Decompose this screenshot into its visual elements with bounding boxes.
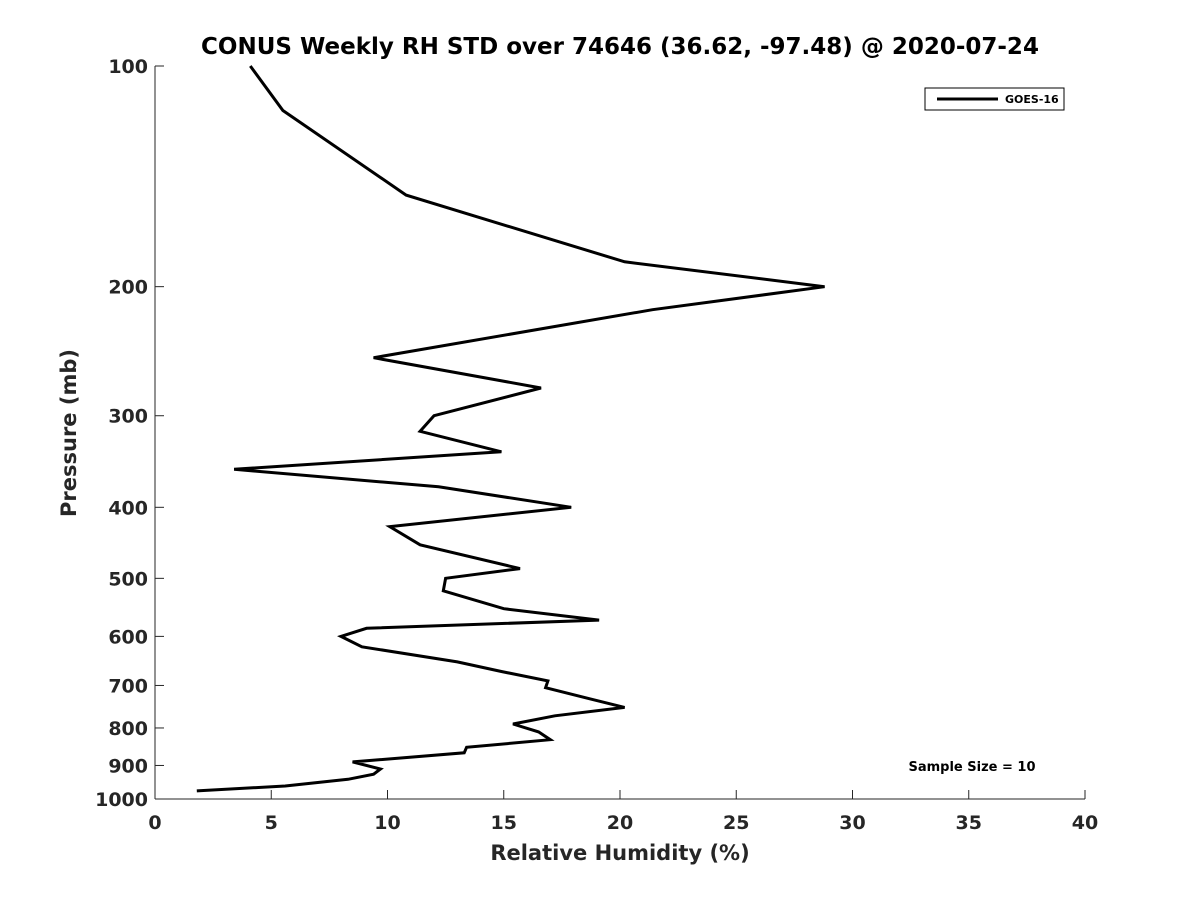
y-tick-label: 500 [108,568,148,590]
y-tick-label: 200 [108,277,148,299]
y-tick-label: 600 [108,626,148,648]
x-tick-label: 35 [956,812,982,834]
x-axis: 0 5 10 15 20 25 30 35 40 [148,790,1098,834]
x-tick-label: 10 [374,812,400,834]
y-tick-label: 400 [108,497,148,519]
sample-size-annotation: Sample Size = 10 [908,760,1035,775]
y-tick-label: 800 [108,718,148,740]
series-group [196,65,825,793]
y-tick-label: 700 [108,675,148,697]
y-tick-label: 900 [108,755,148,777]
x-axis-label: Relative Humidity (%) [490,841,749,865]
legend-label-goes-16: GOES-16 [1005,93,1059,106]
y-tick-label: 100 [108,56,148,78]
y-axis-label: Pressure (mb) [57,349,81,517]
series-line-goes-16 [196,65,825,793]
legend: GOES-16 [924,87,1065,111]
chart-title: CONUS Weekly RH STD over 74646 (36.62, -… [201,34,1039,60]
x-tick-label: 20 [607,812,633,834]
y-tick-label: 300 [108,406,148,428]
y-axis: 100 200 300 400 500 600 700 800 900 1000 [95,56,164,811]
x-tick-label: 25 [723,812,749,834]
x-tick-label: 0 [148,812,161,834]
y-tick-label: 1000 [95,789,148,811]
x-tick-label: 30 [839,812,865,834]
x-tick-label: 5 [265,812,278,834]
x-tick-label: 40 [1072,812,1098,834]
x-tick-label: 15 [491,812,517,834]
